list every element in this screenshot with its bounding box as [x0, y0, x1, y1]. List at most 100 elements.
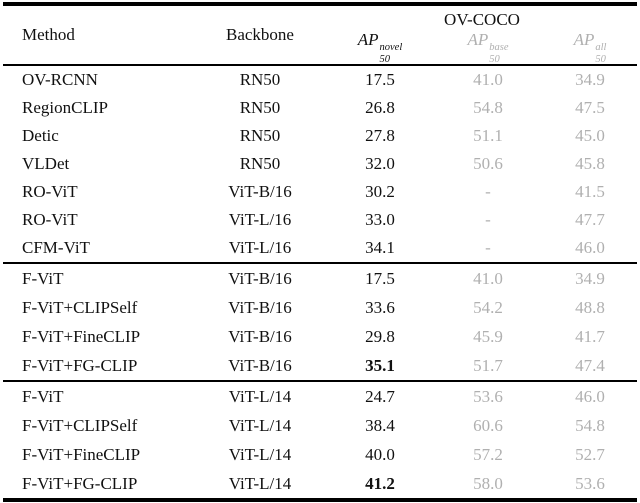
- ap-all-cell: 53.6: [575, 473, 605, 493]
- ap-base-cell: 53.6: [473, 386, 503, 406]
- table-row: F-ViT+FineCLIP ViT-B/16 29.8 45.9 41.7: [0, 322, 640, 351]
- ap-all-cell: 47.5: [575, 98, 605, 117]
- table-row: F-ViT+FineCLIP ViT-L/14 40.0 57.2 52.7: [0, 440, 640, 469]
- backbone-cell: ViT-B/16: [228, 355, 292, 375]
- method-cell: F-ViT+CLIPSelf: [22, 297, 138, 317]
- ap-novel-cell: 38.4: [365, 415, 395, 435]
- ap-base-cell: 41.0: [473, 70, 503, 89]
- section-divider: [3, 262, 637, 264]
- header-divider: [3, 64, 637, 66]
- method-cell: F-ViT+CLIPSelf: [22, 415, 138, 435]
- method-cell: CFM-ViT: [22, 238, 90, 257]
- backbone-cell: ViT-B/16: [228, 268, 292, 288]
- backbone-cell: ViT-B/16: [228, 326, 292, 346]
- table-row: F-ViT ViT-L/14 24.7 53.6 46.0: [0, 382, 640, 411]
- top-rule: [3, 2, 637, 6]
- table-row: CFM-ViT ViT-L/16 34.1 - 46.0: [0, 234, 640, 262]
- ap-novel-cell: 33.0: [365, 210, 395, 229]
- metric-header-all: AP all 50: [574, 30, 607, 65]
- ap-novel-cell: 34.1: [365, 238, 395, 257]
- metric-name: AP: [357, 29, 379, 49]
- metric-name: AP: [573, 29, 595, 49]
- method-column-header: Method: [22, 25, 75, 44]
- table-row: F-ViT+CLIPSelf ViT-B/16 33.6 54.2 48.8: [0, 293, 640, 322]
- ap-base-cell: 50.6: [473, 154, 503, 173]
- method-cell: OV-RCNN: [22, 70, 98, 89]
- ap-novel-cell: 29.8: [365, 326, 395, 346]
- method-cell: RegionCLIP: [22, 98, 108, 117]
- ap-all-cell: 54.8: [575, 415, 605, 435]
- backbone-cell: ViT-B/16: [228, 297, 292, 317]
- ap-all-cell: 46.0: [575, 238, 605, 257]
- table-section-comparison: OV-RCNN RN50 17.5 41.0 34.9 RegionCLIP R…: [0, 66, 640, 262]
- metric-name: AP: [467, 29, 489, 49]
- method-cell: RO-ViT: [22, 182, 78, 201]
- metric-superscript: all: [595, 41, 607, 53]
- method-cell: VLDet: [22, 154, 70, 173]
- table-row: RO-ViT ViT-L/16 33.0 - 47.7: [0, 206, 640, 234]
- method-cell: Detic: [22, 126, 59, 145]
- ap-base-cell: 60.6: [473, 415, 503, 435]
- backbone-cell: RN50: [239, 154, 281, 173]
- table-section-vit-b16: F-ViT ViT-B/16 17.5 41.0 34.9 F-ViT+CLIP…: [0, 264, 640, 380]
- table-header: Method Backbone OV-COCO AP novel 50 AP base…: [0, 6, 640, 65]
- table-row: F-ViT+FG-CLIP ViT-L/14 41.2 58.0 53.6: [0, 469, 640, 498]
- method-cell: F-ViT+FineCLIP: [22, 326, 141, 346]
- table-row: F-ViT+CLIPSelf ViT-L/14 38.4 60.6 54.8: [0, 411, 640, 440]
- ap-base-cell: -: [485, 210, 491, 229]
- table-row: Detic RN50 27.8 51.1 45.0: [0, 122, 640, 150]
- ap-all-cell: 41.7: [575, 326, 605, 346]
- ap-novel-cell: 26.8: [365, 98, 395, 117]
- ap-novel-cell: 17.5: [365, 70, 395, 89]
- metric-header-novel: AP novel 50: [358, 30, 403, 65]
- backbone-cell: ViT-L/14: [228, 473, 292, 493]
- method-cell: F-ViT: [22, 386, 64, 406]
- ap-novel-cell: 27.8: [365, 126, 395, 145]
- table-row: OV-RCNN RN50 17.5 41.0 34.9: [0, 66, 640, 94]
- backbone-cell: RN50: [239, 98, 281, 117]
- metric-header-base: AP base 50: [467, 30, 508, 65]
- ap-all-cell: 46.0: [575, 386, 605, 406]
- backbone-column-header: Backbone: [226, 25, 294, 44]
- backbone-cell: ViT-L/14: [228, 386, 292, 406]
- ap-novel-cell: 35.1: [365, 355, 395, 375]
- ap-novel-cell: 17.5: [365, 268, 395, 288]
- method-cell: F-ViT+FineCLIP: [22, 444, 141, 464]
- ap-all-cell: 41.5: [575, 182, 605, 201]
- ap-all-cell: 52.7: [575, 444, 605, 464]
- ap-novel-cell: 41.2: [365, 473, 395, 493]
- ap-all-cell: 34.9: [575, 268, 605, 288]
- backbone-cell: ViT-L/14: [228, 415, 292, 435]
- ap-novel-cell: 24.7: [365, 386, 395, 406]
- method-cell: F-ViT+FG-CLIP: [22, 355, 138, 375]
- method-cell: F-ViT: [22, 268, 64, 288]
- backbone-cell: ViT-B/16: [228, 182, 292, 201]
- section-divider: [3, 380, 637, 382]
- ap-novel-cell: 33.6: [365, 297, 395, 317]
- ov-coco-group-header: OV-COCO: [444, 10, 520, 29]
- ap-all-cell: 45.8: [575, 154, 605, 173]
- ap-all-cell: 47.7: [575, 210, 605, 229]
- ap-base-cell: 51.1: [473, 126, 503, 145]
- bottom-rule: [3, 498, 637, 502]
- table-row: F-ViT ViT-B/16 17.5 41.0 34.9: [0, 264, 640, 293]
- metric-scripts: base 50: [489, 42, 508, 65]
- table-row: RegionCLIP RN50 26.8 54.8 47.5: [0, 94, 640, 122]
- ap-novel-cell: 40.0: [365, 444, 395, 464]
- backbone-cell: RN50: [239, 126, 281, 145]
- backbone-cell: ViT-L/16: [228, 210, 292, 229]
- metric-scripts: novel 50: [380, 42, 403, 65]
- method-cell: RO-ViT: [22, 210, 78, 229]
- metric-subscript: 50: [595, 53, 606, 65]
- table-row: F-ViT+FG-CLIP ViT-B/16 35.1 51.7 47.4: [0, 351, 640, 380]
- ap-base-cell: 51.7: [473, 355, 503, 375]
- metric-scripts: all 50: [595, 42, 606, 65]
- table-section-vit-l14: F-ViT ViT-L/14 24.7 53.6 46.0 F-ViT+CLIP…: [0, 382, 640, 498]
- ap-base-cell: 54.2: [473, 297, 503, 317]
- ap-novel-cell: 30.2: [365, 182, 395, 201]
- ap-novel-cell: 32.0: [365, 154, 395, 173]
- metric-subscript: 50: [379, 53, 391, 65]
- metric-subscript: 50: [489, 53, 500, 65]
- metric-superscript: novel: [379, 41, 403, 53]
